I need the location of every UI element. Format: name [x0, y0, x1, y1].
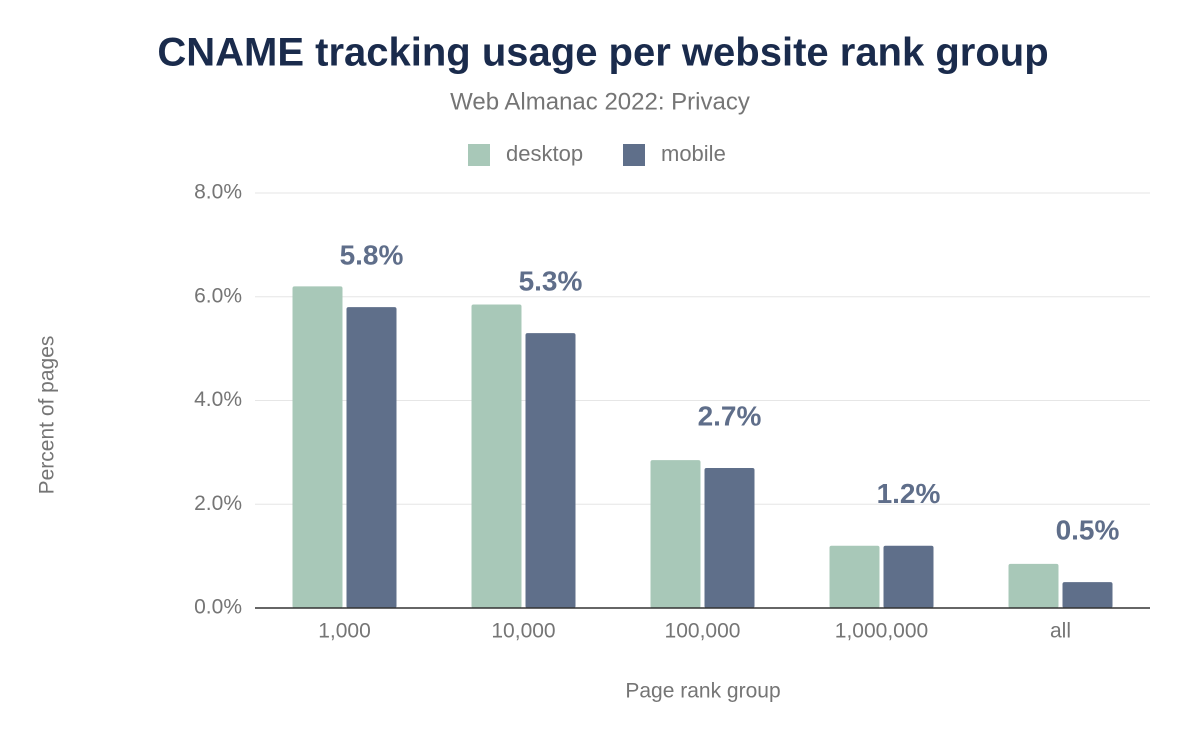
- value-label: 5.8%: [340, 240, 404, 271]
- bar: [1062, 582, 1113, 608]
- y-tick-label: 6.0%: [194, 284, 242, 307]
- value-label: 5.3%: [519, 265, 583, 296]
- legend-label: desktop: [506, 141, 583, 166]
- bar: [292, 286, 343, 608]
- legend-label: mobile: [661, 141, 726, 166]
- legend-swatch: [623, 144, 645, 166]
- x-tick-label: 1,000: [318, 620, 371, 643]
- y-tick-label: 4.0%: [194, 388, 242, 411]
- x-axis-title: Page rank group: [625, 680, 780, 703]
- bar: [346, 307, 397, 608]
- bar: [471, 304, 522, 608]
- x-tick-label: 100,000: [665, 620, 741, 643]
- value-label: 2.7%: [698, 400, 762, 431]
- y-tick-label: 2.0%: [194, 492, 242, 515]
- value-label: 1.2%: [877, 478, 941, 509]
- value-label: 0.5%: [1056, 514, 1120, 545]
- chart-subtitle: Web Almanac 2022: Privacy: [450, 88, 750, 115]
- bar: [1008, 563, 1059, 608]
- bar: [704, 467, 755, 608]
- y-axis-title: Percent of pages: [36, 336, 59, 495]
- bar: [525, 333, 576, 608]
- x-tick-label: 1,000,000: [835, 620, 928, 643]
- x-tick-label: 10,000: [491, 620, 555, 643]
- bar: [883, 545, 934, 608]
- bar: [829, 545, 880, 608]
- y-tick-label: 8.0%: [194, 181, 242, 204]
- bar: [650, 460, 701, 608]
- chart-title: CNAME tracking usage per website rank gr…: [157, 31, 1048, 75]
- legend-swatch: [468, 144, 490, 166]
- y-tick-label: 0.0%: [194, 596, 242, 619]
- x-tick-label: all: [1050, 620, 1071, 643]
